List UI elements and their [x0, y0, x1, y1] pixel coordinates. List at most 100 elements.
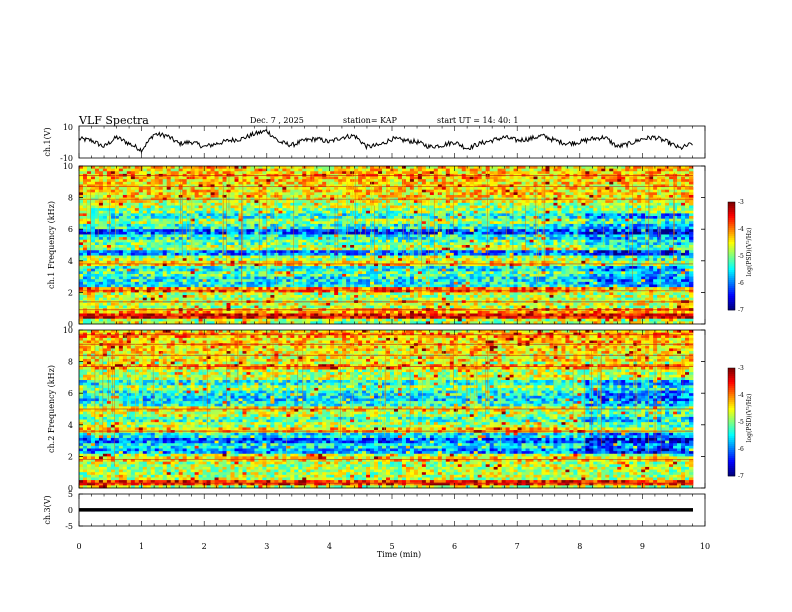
spectrogram-cell — [605, 182, 609, 185]
spectrogram-cell — [282, 184, 286, 187]
spectrogram-cell — [629, 195, 633, 198]
spectrogram-cell — [661, 187, 665, 190]
spectrogram-cell — [605, 179, 609, 182]
spectrogram-cell — [514, 184, 518, 187]
spectrogram-cell — [79, 184, 83, 187]
spectrogram-cell — [238, 169, 242, 172]
spectrogram-cell — [581, 187, 585, 190]
spectrogram-cell — [482, 192, 486, 195]
spectrogram-cell — [318, 177, 322, 180]
spectrogram-cell — [195, 192, 199, 195]
spectrogram-cell — [446, 171, 450, 174]
spectrogram-cell — [318, 184, 322, 187]
spectrogram-cell — [127, 195, 131, 198]
spectrogram-cell — [107, 169, 111, 172]
spectrogram-cell — [203, 171, 207, 174]
spectrogram-cell — [534, 192, 538, 195]
spectrogram-cell — [223, 179, 227, 182]
spectrogram-cell — [378, 177, 382, 180]
spectrogram-cell — [111, 171, 115, 174]
spectrogram-cell — [207, 171, 211, 174]
spectrogram-cell — [450, 166, 454, 169]
spectrogram-cell — [430, 195, 434, 198]
spectrogram-cell — [534, 166, 538, 169]
spectrogram-cell — [99, 192, 103, 195]
spectrogram-cell — [613, 177, 617, 180]
spectrogram-cell — [561, 179, 565, 182]
spectrogram-cell — [597, 166, 601, 169]
spectrogram-cell — [394, 182, 398, 185]
spectrogram-cell — [422, 187, 426, 190]
spectrogram-cell — [581, 169, 585, 172]
spectrogram-cell — [330, 171, 334, 174]
spectrogram-cell — [127, 182, 131, 185]
spectrogram-cell — [458, 169, 462, 172]
spectrogram-cell — [422, 171, 426, 174]
spectrogram-cell — [418, 192, 422, 195]
spectrogram-cell — [470, 179, 474, 182]
spectrogram-cell — [613, 182, 617, 185]
spectrogram-cell — [99, 200, 103, 203]
spectrogram-cell — [390, 177, 394, 180]
spectrogram-cell — [91, 171, 95, 174]
spectrogram-cell — [223, 177, 227, 180]
spectrogram-cell — [565, 171, 569, 174]
spectrogram-cell — [657, 169, 661, 172]
spectrogram-cell — [518, 171, 522, 174]
spectrogram-cell — [526, 184, 530, 187]
spectrogram-cell — [613, 195, 617, 198]
spectrogram-cell — [398, 171, 402, 174]
spectrogram-cell — [402, 171, 406, 174]
spectrogram-cell — [593, 171, 597, 174]
spectrogram-cell — [641, 182, 645, 185]
spectrogram-cell — [111, 179, 115, 182]
spectrogram-cell — [246, 190, 250, 193]
spectrogram-cell — [270, 200, 274, 203]
spectrogram-cell — [577, 184, 581, 187]
spectrogram-cell — [534, 187, 538, 190]
spectrogram-cell — [191, 166, 195, 169]
spectrogram-cell — [183, 166, 187, 169]
spectrogram-cell — [605, 177, 609, 180]
spectrogram-cell — [207, 195, 211, 198]
spectrogram-cell — [171, 184, 175, 187]
spectrogram-cell — [143, 192, 147, 195]
spectrogram-cell — [605, 184, 609, 187]
spectrogram-cell — [446, 182, 450, 185]
spectrogram-cell — [223, 190, 227, 193]
spectrogram-cell — [394, 195, 398, 198]
spectrogram-cell — [131, 182, 135, 185]
spectrogram-cell — [195, 182, 199, 185]
spectrogram-cell — [414, 187, 418, 190]
spectrogram-cell — [601, 177, 605, 180]
spectrogram-cell — [374, 184, 378, 187]
spectrogram-cell — [147, 195, 151, 198]
spectrogram-cell — [151, 184, 155, 187]
spectrogram-cell — [203, 182, 207, 185]
spectrogram-cell — [294, 190, 298, 193]
spectrogram-cell — [538, 166, 542, 169]
spectrogram-cell — [298, 184, 302, 187]
spectrogram-cell — [541, 171, 545, 174]
spectrogram-cell — [490, 184, 494, 187]
spectrogram-cell — [278, 171, 282, 174]
spectrogram-cell — [545, 179, 549, 182]
spectrogram-cell — [175, 200, 179, 203]
spectrogram-cell — [625, 184, 629, 187]
spectrogram-cell — [135, 182, 139, 185]
spectrogram-cell — [135, 200, 139, 203]
spectrogram-cell — [569, 187, 573, 190]
spectrogram-cell — [254, 184, 258, 187]
spectrogram-cell — [549, 195, 553, 198]
spectrogram-cell — [139, 192, 143, 195]
spectrogram-cell — [231, 171, 235, 174]
spectrogram-cell — [530, 192, 534, 195]
spectrogram-cell — [151, 166, 155, 169]
spectrogram-cell — [338, 169, 342, 172]
spectrogram-cell — [637, 166, 641, 169]
spectrogram-cell — [262, 169, 266, 172]
spectrogram-cell — [442, 192, 446, 195]
spectrogram-cell — [474, 166, 478, 169]
spectrogram-cell — [522, 171, 526, 174]
spectrogram-cell — [163, 169, 167, 172]
